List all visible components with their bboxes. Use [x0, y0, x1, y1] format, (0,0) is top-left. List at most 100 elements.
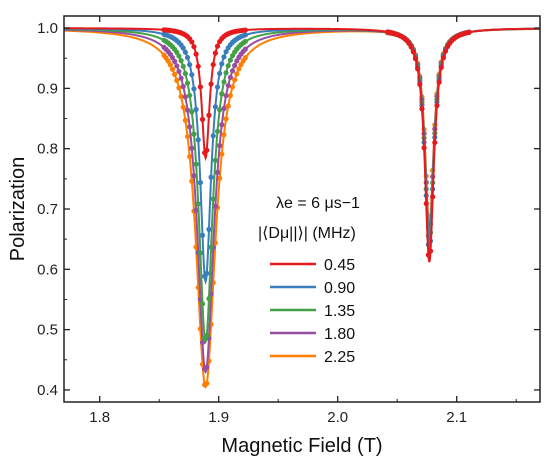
data-point: [242, 38, 248, 45]
data-point: [415, 66, 421, 72]
data-point: [169, 66, 176, 72]
data-point: [189, 145, 195, 151]
data-point: [242, 32, 248, 38]
data-point: [174, 63, 180, 69]
data-point: [193, 51, 199, 57]
data-point: [227, 74, 233, 81]
data-point: [221, 79, 227, 85]
data-point: [204, 147, 210, 153]
data-point: [184, 80, 191, 86]
x-tick-label: 2.1: [446, 409, 467, 426]
data-point: [219, 61, 225, 67]
data-point: [432, 139, 438, 146]
data-point: [189, 72, 195, 78]
data-point: [423, 200, 429, 207]
data-point: [219, 122, 225, 128]
y-tick-label: 0.4: [37, 382, 58, 399]
y-tick-label: 0.7: [37, 201, 58, 218]
data-point: [187, 153, 193, 160]
series-line: [64, 27, 540, 345]
data-point: [189, 109, 195, 115]
data-point: [214, 128, 221, 134]
data-point: [206, 295, 212, 302]
data-point: [410, 49, 416, 55]
data-point: [419, 106, 425, 112]
ticks-layer: 1.8 1.9 2.0 2.1 0.4 0.5 0.6 0.7 0.8 0.9 1.0: [37, 16, 540, 426]
x-axis-title: Magnetic Field (T): [221, 435, 382, 457]
data-point: [172, 71, 178, 77]
y-tick-label: 0.6: [37, 261, 58, 278]
data-point: [199, 339, 206, 346]
data-point: [217, 107, 223, 113]
data-point: [225, 82, 231, 89]
data-point: [234, 71, 240, 77]
data-point: [182, 117, 188, 124]
data-point: [178, 75, 184, 81]
data-point: [206, 226, 212, 232]
data-point: [425, 252, 431, 258]
data-point: [199, 116, 206, 122]
data-point: [212, 157, 218, 163]
data-point: [225, 103, 231, 109]
data-point: [193, 207, 199, 214]
data-point: [178, 93, 184, 100]
data-point: [212, 203, 218, 209]
legend-label: 1.80: [324, 326, 355, 343]
data-point: [217, 175, 223, 181]
data-point: [193, 106, 199, 113]
data-point: [408, 44, 414, 50]
data-point: [223, 93, 229, 99]
legend-title-dipolar: |⟨Dμ||⟩| (MHz): [258, 225, 356, 242]
data-point: [440, 55, 446, 61]
y-tick-label: 1.0: [37, 20, 58, 37]
data-point: [197, 250, 203, 256]
data-point: [221, 132, 227, 138]
data-point: [412, 56, 419, 62]
data-point: [208, 244, 214, 250]
data-point: [176, 85, 182, 91]
series-0-45: [64, 27, 540, 263]
data-point: [204, 270, 210, 276]
data-point: [242, 46, 248, 52]
data-point: [182, 94, 188, 100]
data-point: [436, 79, 442, 85]
legend-label: 0.90: [324, 280, 355, 297]
data-point: [221, 54, 227, 60]
data-point: [214, 169, 221, 175]
data-point: [229, 84, 236, 90]
legend-title-lambda: λe = 6 μs−1: [276, 195, 360, 212]
data-point: [180, 83, 186, 90]
data-point: [210, 62, 216, 68]
y-tick-label: 0.9: [37, 80, 58, 97]
data-point: [195, 201, 201, 207]
data-point: [204, 380, 210, 387]
data-point: [172, 58, 178, 64]
data-point: [242, 27, 248, 33]
data-point: [229, 68, 236, 74]
legend: λe = 6 μs−1 |⟨Dμ||⟩| (MHz) 0.45 0.90 1.35 1…: [258, 195, 360, 366]
data-point: [182, 71, 188, 77]
data-point: [184, 107, 191, 113]
data-point: [221, 105, 227, 112]
data-point: [212, 104, 218, 110]
data-point: [199, 232, 206, 238]
data-point: [212, 50, 218, 56]
x-tick-label: 2.0: [327, 409, 348, 426]
data-point: [184, 54, 191, 61]
x-tick-label: 1.8: [89, 409, 110, 426]
data-point: [232, 62, 238, 69]
data-point: [204, 364, 210, 370]
data-point: [189, 39, 195, 45]
data-point: [214, 43, 221, 49]
data-point: [214, 84, 221, 90]
y-tick-label: 0.5: [37, 322, 58, 339]
data-point: [223, 49, 229, 55]
x-tick-label: 1.9: [208, 409, 229, 426]
data-point: [242, 55, 248, 61]
y-tick-label: 0.8: [37, 141, 58, 158]
data-point: [191, 86, 197, 92]
data-point: [227, 92, 233, 99]
legend-label: 1.35: [324, 303, 355, 320]
